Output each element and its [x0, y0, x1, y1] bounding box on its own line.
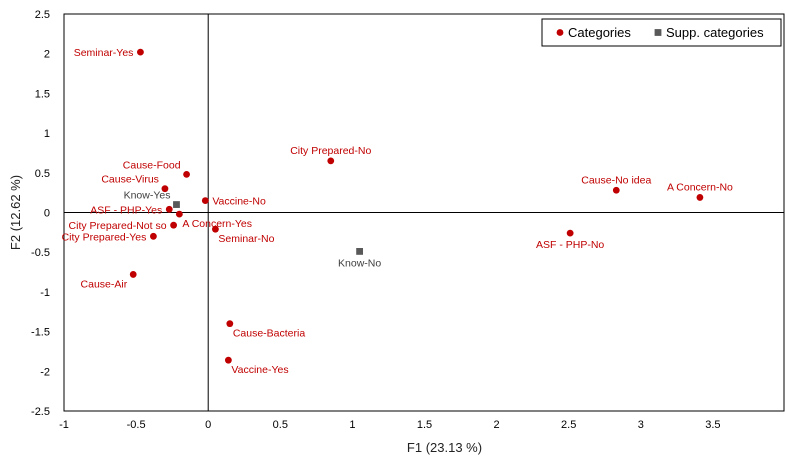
x-tick-label: 1 — [349, 419, 355, 431]
legend-label-supp-categories: Supp. categories — [666, 25, 764, 40]
label-know-yes: Know-Yes — [124, 190, 171, 202]
point-seminar-no — [212, 225, 219, 233]
point-city-prepared-no — [327, 157, 335, 165]
y-tick-label: -0.5 — [31, 247, 50, 259]
x-tick-label: 0.5 — [273, 419, 288, 431]
x-tick-label: -1 — [59, 419, 69, 431]
point-city-prepared-yes — [150, 232, 157, 240]
y-tick-label: 0.5 — [35, 168, 50, 180]
label-cause-bacteria: Cause-Bacteria — [233, 328, 306, 340]
point-city-prepared-not-so — [170, 221, 177, 229]
y-tick-label: 1.5 — [35, 88, 50, 100]
x-tick-label: 3.5 — [705, 419, 720, 431]
point-seminar-yes — [137, 48, 144, 56]
label-cause-food: Cause-Food — [123, 159, 181, 171]
y-tick-label: -1 — [40, 287, 50, 299]
x-tick-label: 0 — [205, 419, 211, 431]
y-tick-label: 2.5 — [35, 9, 50, 21]
label-a-concern-no: A Concern-No — [667, 181, 733, 193]
label-know-no: Know-No — [338, 257, 381, 269]
point-labels: Seminar-Yes City Prepared-No Cause-Food Cau… — [62, 47, 733, 376]
legend-box — [541, 18, 782, 47]
point-know-no — [356, 248, 364, 255]
point-asf-php-no — [566, 229, 574, 237]
label-cause-no-idea: Cause-No idea — [581, 174, 651, 186]
x-axis-ticks: -1 -0.5 0 0.5 1 1.5 2 2.5 3 3.5 — [59, 419, 720, 431]
plot-area — [63, 13, 785, 412]
legend: Categories Supp. categories — [541, 18, 782, 47]
label-seminar-yes: Seminar-Yes — [74, 47, 134, 59]
x-tick-label: 1.5 — [417, 419, 432, 431]
point-cause-virus — [161, 185, 169, 193]
x-tick-label: 2.5 — [561, 419, 576, 431]
data-points — [129, 48, 704, 364]
legend-marker-supp-categories — [654, 29, 662, 36]
x-tick-label: -0.5 — [127, 419, 146, 431]
label-city-prepared-no: City Prepared-No — [290, 145, 371, 157]
y-tick-label: 1 — [44, 128, 50, 140]
y-tick-label: 2 — [44, 49, 50, 61]
x-tick-label: 2 — [494, 419, 500, 431]
x-axis-title: F1 (23.13 %) — [407, 440, 482, 455]
y-tick-label: -2 — [40, 366, 50, 378]
label-a-concern-yes: A Concern-Yes — [182, 218, 252, 230]
point-a-concern-yes — [175, 210, 183, 218]
point-cause-bacteria — [226, 320, 234, 328]
label-city-prepared-not-so: City Prepared-Not so — [69, 220, 167, 232]
point-cause-no-idea — [612, 186, 620, 194]
y-tick-label: 0 — [44, 208, 50, 220]
y-axis-ticks: -2.5 -2 -1.5 -1 -0.5 0 0.5 1 1.5 2 2.5 — [31, 9, 50, 418]
y-tick-label: -2.5 — [31, 406, 50, 418]
y-tick-label: -1.5 — [31, 327, 50, 339]
point-cause-air — [129, 271, 137, 278]
point-know-yes — [173, 201, 180, 208]
label-seminar-no: Seminar-No — [218, 233, 274, 245]
point-vaccine-no — [201, 197, 209, 204]
label-asf-php-no: ASF - PHP-No — [536, 239, 604, 251]
label-cause-air: Cause-Air — [81, 278, 128, 290]
label-asf-php-yes: ASF - PHP-Yes — [90, 204, 162, 216]
label-cause-virus: Cause-Virus — [101, 174, 159, 186]
point-cause-food — [183, 170, 190, 178]
label-vaccine-yes: Vaccine-Yes — [231, 364, 288, 376]
y-axis-title: F2 (12.62 %) — [8, 175, 23, 250]
point-a-concern-no — [696, 194, 704, 201]
point-vaccine-yes — [224, 356, 232, 364]
label-vaccine-no: Vaccine-No — [212, 196, 266, 208]
x-tick-label: 3 — [638, 419, 644, 431]
legend-marker-categories — [556, 29, 564, 36]
legend-label-categories: Categories — [568, 25, 631, 40]
point-asf-php-yes — [165, 205, 173, 213]
label-city-prepared-yes: City Prepared-Yes — [62, 231, 147, 243]
